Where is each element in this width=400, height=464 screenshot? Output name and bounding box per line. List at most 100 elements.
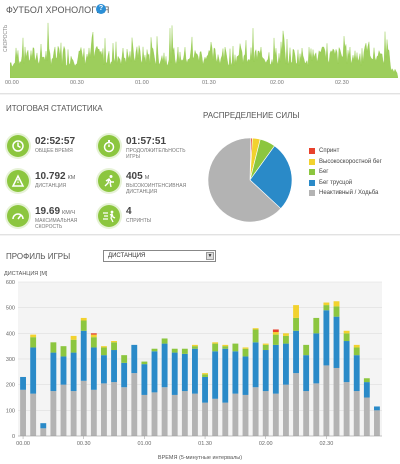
bar-segment bbox=[192, 346, 198, 349]
bar-segment bbox=[70, 391, 77, 436]
profile-section: ПРОФИЛЬ ИГРЫ ДИСТАНЦИЯ ▼ ДИСТАНЦИЯ [М] 0… bbox=[0, 236, 400, 464]
bar-segment bbox=[181, 391, 188, 436]
bar-segment bbox=[333, 301, 340, 307]
bar-segment bbox=[343, 341, 350, 383]
bar-segment bbox=[343, 330, 350, 334]
bar-segment bbox=[242, 394, 249, 436]
distribution-pie bbox=[207, 137, 293, 223]
bar-segment bbox=[192, 348, 198, 394]
stat-label: ДИСТАНЦИЯ bbox=[35, 183, 67, 189]
bar-segment bbox=[333, 316, 340, 368]
bar-segment bbox=[202, 374, 208, 377]
bar-segment bbox=[252, 328, 259, 330]
legend-item: Неактивный / Ходьба bbox=[309, 189, 382, 199]
bar-segment bbox=[303, 344, 310, 356]
bar-segment bbox=[161, 343, 168, 388]
legend-swatch bbox=[309, 148, 315, 154]
bar-segment bbox=[343, 333, 350, 342]
y-tick-label: 0 bbox=[12, 434, 15, 440]
bar-segment bbox=[141, 361, 148, 365]
x-tick-label: 00.00 bbox=[16, 441, 30, 447]
metric-select[interactable]: ДИСТАНЦИЯ ▼ bbox=[103, 250, 216, 262]
bar-segment bbox=[80, 320, 87, 331]
bar-segment bbox=[192, 393, 198, 436]
bar-segment bbox=[60, 346, 67, 357]
x-tick-label: 01.00 bbox=[138, 441, 152, 447]
legend-swatch bbox=[309, 169, 315, 175]
x-tick-label: 02.00 bbox=[259, 441, 273, 447]
bar-segment bbox=[202, 373, 208, 375]
distribution-legend: Спринт Высокоскоростной бег Бег Бег трус… bbox=[309, 147, 382, 200]
bar-segment bbox=[80, 380, 87, 436]
bar-segment bbox=[353, 344, 360, 348]
bar-segment bbox=[313, 383, 320, 436]
metric-select-value: ДИСТАНЦИЯ bbox=[108, 253, 146, 259]
stat-value: 02:52:57 bbox=[35, 136, 76, 147]
stopwatch-icon bbox=[98, 135, 120, 157]
y-tick-label: 300 bbox=[6, 357, 15, 363]
bar-segment bbox=[90, 337, 97, 348]
stat-distance: 10.792 КМ ДИСТАНЦИЯ bbox=[7, 170, 102, 200]
bar-segment bbox=[222, 348, 229, 403]
bar-segment bbox=[303, 391, 310, 436]
bar-segment bbox=[50, 342, 57, 353]
bar-segment bbox=[101, 347, 107, 356]
bar-segment bbox=[161, 387, 168, 436]
y-tick-label: 400 bbox=[6, 331, 15, 337]
bar-segment bbox=[293, 330, 299, 374]
bar-segment bbox=[222, 346, 229, 349]
bar-segment bbox=[303, 355, 310, 392]
bar-segment bbox=[90, 389, 97, 436]
distribution-title: РАСПРЕДЕЛЕНИЕ СИЛЫ bbox=[203, 111, 300, 120]
bar-segment bbox=[262, 391, 269, 436]
bar-segment bbox=[20, 389, 26, 436]
bar-segment bbox=[30, 347, 37, 394]
bar-segment bbox=[171, 352, 178, 395]
bar-segment bbox=[363, 378, 370, 383]
x-axis-label: ВРЕМЯ (5-минутные интервалы) bbox=[158, 455, 242, 461]
bar-segment bbox=[363, 397, 370, 436]
summary-section: ИТОГОВАЯ СТАТИСТИКА 02:52:57 ОБЩЕЕ ВРЕМЯ… bbox=[0, 95, 400, 235]
bar-segment bbox=[90, 334, 97, 338]
help-icon[interactable]: ? bbox=[96, 4, 106, 14]
timeline-tick: 00.30 bbox=[70, 80, 84, 86]
bar-segment bbox=[121, 387, 128, 436]
bar-segment bbox=[202, 376, 208, 403]
bar-segment bbox=[70, 335, 77, 340]
legend-item: Спринт bbox=[309, 147, 382, 157]
bar-segment bbox=[20, 376, 26, 390]
bar-segment bbox=[333, 367, 340, 436]
bar-segment bbox=[262, 343, 269, 345]
profile-ylabel: ДИСТАНЦИЯ [М] bbox=[4, 271, 48, 277]
bar-segment bbox=[80, 330, 87, 381]
timeline-chart bbox=[10, 18, 398, 78]
y-tick-label: 200 bbox=[6, 383, 15, 389]
chevron-down-icon[interactable]: ▼ bbox=[206, 252, 214, 260]
bar-segment bbox=[272, 393, 279, 436]
bar-segment bbox=[141, 394, 148, 436]
bar-segment bbox=[353, 347, 360, 356]
bar-segment bbox=[212, 342, 219, 344]
bar-segment bbox=[90, 333, 97, 335]
stat-value: 10.792 КМ bbox=[35, 171, 76, 182]
bar-segment bbox=[272, 329, 279, 333]
bar-segment bbox=[252, 387, 259, 436]
bar-segment bbox=[272, 344, 279, 394]
distance-icon bbox=[7, 170, 29, 192]
stat-high-intensity: 405 М ВЫСОКОИНТЕНСИВНАЯ ДИСТАНЦИЯ bbox=[98, 170, 193, 200]
summary-title: ИТОГОВАЯ СТАТИСТИКА bbox=[6, 104, 103, 113]
legend-swatch bbox=[309, 179, 315, 186]
bar-segment bbox=[121, 355, 128, 363]
bar-segment bbox=[212, 343, 219, 352]
bar-segment bbox=[30, 393, 37, 436]
bar-segment bbox=[374, 410, 380, 436]
bar-segment bbox=[293, 317, 299, 331]
bar-segment bbox=[262, 350, 269, 392]
stat-value: 4 bbox=[126, 206, 132, 217]
bar-segment bbox=[111, 350, 117, 383]
clock-icon bbox=[7, 135, 29, 157]
legend-item: Бег bbox=[309, 168, 382, 178]
bar-segment bbox=[313, 317, 320, 334]
bar-segment bbox=[323, 302, 330, 306]
timeline-tick: 02.00 bbox=[270, 80, 284, 86]
